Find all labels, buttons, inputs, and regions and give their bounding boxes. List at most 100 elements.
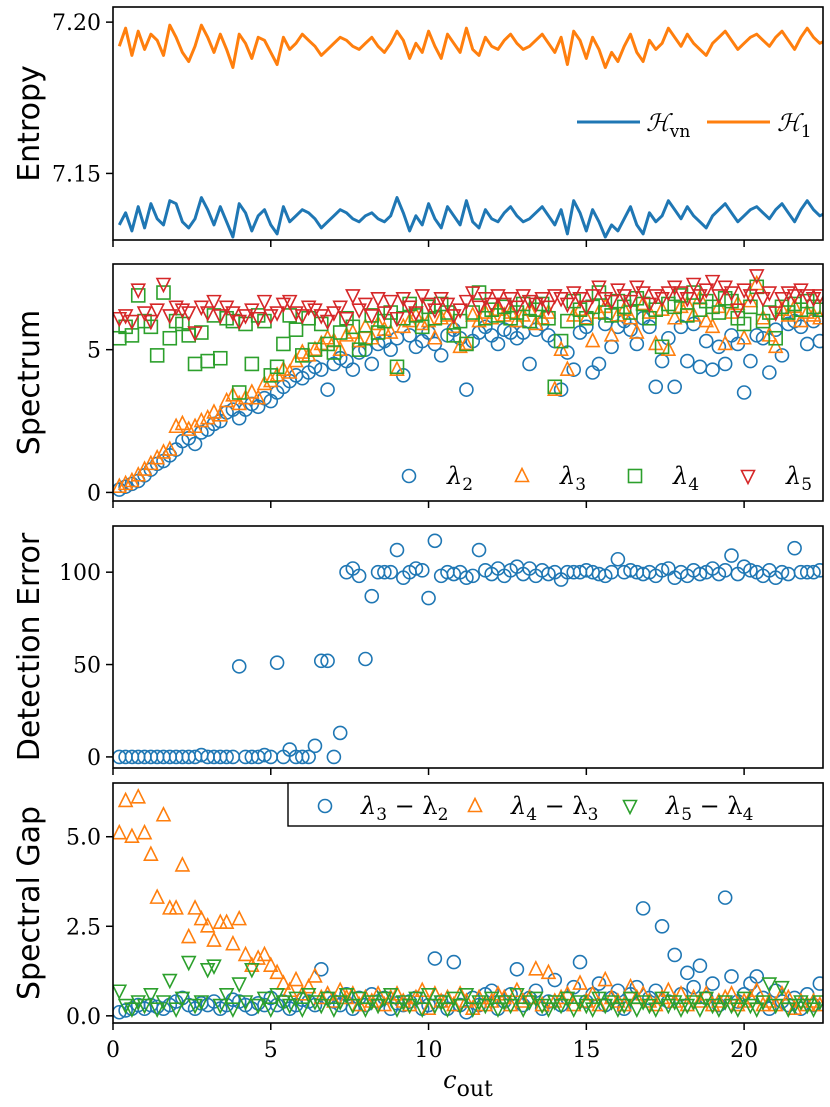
data-point-lambda2	[231, 410, 247, 426]
data-point-lambda2	[579, 319, 594, 335]
data-point-lambda5-lambda4	[370, 998, 386, 1015]
y-tick-label: 100	[59, 561, 101, 586]
data-point-detection-error	[654, 563, 670, 578]
data-point-lambda2	[698, 333, 714, 349]
legend-marker-lambda5	[740, 469, 756, 486]
data-point-lambda5	[237, 309, 254, 325]
data-point-lambda3	[780, 306, 797, 322]
data-point-lambda5	[559, 297, 576, 314]
data-point-lambda4-lambda3	[149, 888, 165, 904]
data-point-lambda5-lambda4	[490, 1002, 506, 1018]
data-point-lambda5-lambda4	[761, 977, 778, 993]
data-point-detection-error	[301, 749, 316, 765]
legend-subscript: 2	[438, 805, 449, 825]
data-point-lambda2	[812, 333, 823, 349]
data-point-lambda3-lambda2	[717, 890, 733, 905]
data-point-detection-error	[743, 563, 758, 578]
data-point-lambda4-lambda3	[464, 999, 481, 1015]
data-point-lambda4	[326, 345, 342, 360]
data-point-lambda5	[382, 294, 399, 311]
plot-area-entropy	[117, 23, 823, 239]
data-point-lambda2	[313, 362, 329, 377]
data-point-lambda4-lambda3	[168, 899, 184, 915]
data-point-lambda2	[762, 365, 777, 380]
data-point-lambda4	[269, 359, 285, 375]
data-point-lambda4	[743, 299, 758, 315]
data-point-detection-error	[307, 738, 323, 754]
data-point-lambda3	[117, 474, 134, 491]
data-point-lambda3	[256, 374, 273, 391]
data-point-lambda4	[534, 296, 550, 312]
data-point-lambda4	[724, 293, 739, 309]
data-point-lambda5-lambda4	[275, 995, 292, 1011]
data-point-lambda3	[698, 311, 715, 328]
data-point-lambda5-lambda4	[755, 995, 771, 1011]
data-point-lambda4-lambda3	[704, 995, 721, 1012]
data-point-lambda3	[812, 308, 823, 325]
legend-label-lambda2: λ2	[446, 462, 473, 495]
data-point-lambda5	[357, 297, 374, 314]
y-tick-label: 5.0	[66, 826, 101, 851]
data-point-lambda3-lambda2	[724, 969, 739, 984]
data-point-lambda4-lambda3	[187, 899, 203, 915]
data-point-lambda5	[288, 306, 304, 322]
data-point-lambda4-lambda3	[414, 981, 431, 998]
data-point-lambda4-lambda3	[180, 927, 197, 944]
data-point-lambda3	[414, 314, 431, 331]
legend-box	[287, 782, 824, 827]
legend-entropy: ℋvn ℋ1	[577, 109, 812, 142]
data-point-lambda4-lambda3	[433, 992, 449, 1008]
data-point-lambda3	[578, 308, 595, 325]
y-tick-label: 7.15	[52, 162, 101, 187]
data-point-lambda2	[402, 328, 417, 343]
data-point-lambda4-lambda3	[218, 913, 235, 930]
data-point-lambda3	[389, 360, 405, 376]
data-point-lambda5	[723, 286, 740, 302]
data-point-detection-error	[812, 563, 823, 578]
data-point-lambda3	[635, 294, 651, 311]
data-point-lambda5-lambda4	[458, 988, 475, 1004]
data-point-lambda5	[502, 291, 519, 308]
data-point-lambda4-lambda3	[113, 823, 128, 840]
legend-label-lambda3: λ3	[559, 462, 586, 495]
data-point-lambda3-lambda2	[705, 976, 720, 991]
data-point-lambda2	[591, 356, 607, 372]
legend-marker-lambda3-lambda2	[317, 798, 333, 814]
data-point-lambda5	[761, 286, 778, 302]
series-line-H_vn	[117, 196, 823, 239]
data-point-lambda5-lambda4	[471, 995, 487, 1011]
data-point-lambda4	[231, 385, 247, 400]
data-point-lambda3	[622, 308, 639, 325]
data-point-lambda5-lambda4	[509, 988, 525, 1004]
data-point-lambda5-lambda4	[389, 1002, 405, 1018]
data-point-lambda5	[654, 291, 670, 308]
data-point-lambda5-lambda4	[363, 995, 380, 1011]
legend-marker-lambda4-lambda3	[467, 796, 483, 813]
data-point-lambda5	[521, 294, 538, 311]
data-point-lambda3	[351, 331, 367, 348]
data-point-lambda5-lambda4	[578, 998, 595, 1015]
data-point-lambda3	[767, 337, 784, 354]
data-point-lambda4-lambda3	[307, 967, 323, 983]
data-point-lambda5-lambda4	[647, 1002, 664, 1018]
data-point-lambda5-lambda4	[502, 998, 519, 1015]
data-point-lambda5	[281, 294, 298, 311]
data-point-lambda5-lambda4	[597, 998, 614, 1015]
data-point-lambda5-lambda4	[452, 998, 468, 1015]
data-point-lambda5	[572, 291, 588, 308]
legend-minus: − λ	[387, 792, 438, 820]
legend-subscript: 4	[526, 805, 537, 825]
y-tick-label: 0.0	[66, 1005, 101, 1030]
data-point-lambda5-lambda4	[117, 998, 134, 1015]
data-point-lambda5-lambda4	[572, 995, 588, 1011]
data-point-lambda3	[206, 403, 222, 419]
data-point-lambda5	[408, 306, 424, 322]
data-point-lambda5	[446, 309, 462, 325]
data-point-lambda3	[113, 477, 128, 494]
data-point-lambda5-lambda4	[439, 1002, 456, 1018]
data-point-detection-error	[320, 653, 335, 669]
data-point-lambda5	[774, 291, 790, 308]
data-point-lambda4-lambda3	[269, 963, 285, 980]
data-point-lambda5-lambda4	[420, 988, 437, 1004]
data-point-lambda5-lambda4	[136, 998, 153, 1015]
